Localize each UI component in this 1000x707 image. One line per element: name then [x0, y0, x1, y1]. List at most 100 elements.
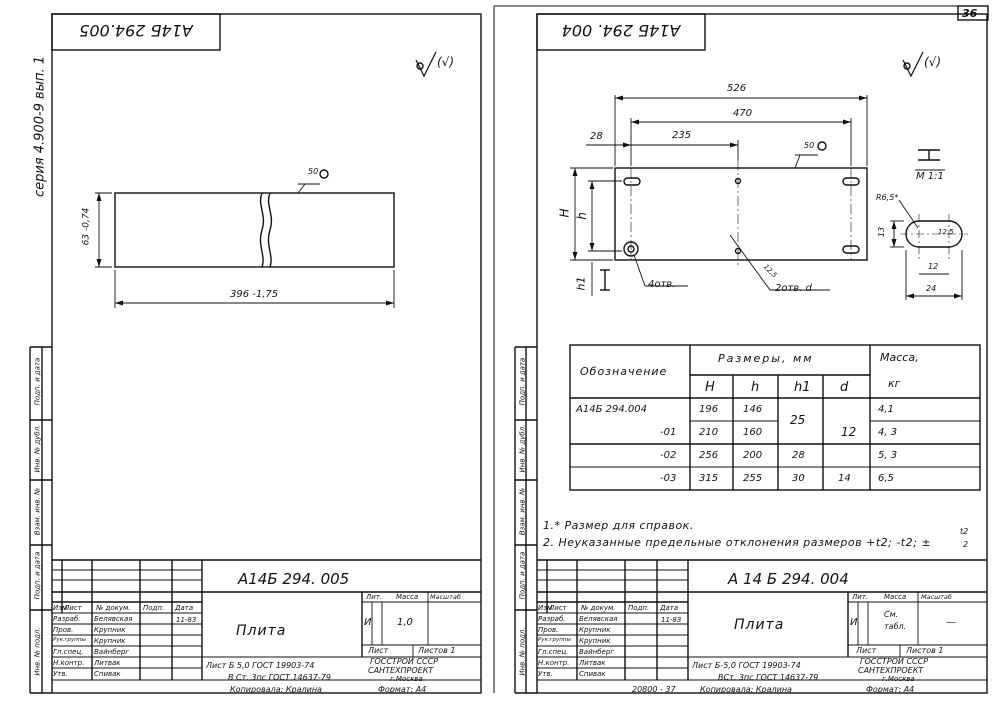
note-2-frac-num: t2: [960, 527, 969, 536]
table-row-3-h1: 30: [792, 473, 805, 484]
left-stamp-sheet: Лист: [368, 646, 389, 655]
table-header-designation: Обозначение: [580, 365, 668, 378]
table-row-3-des: -03: [660, 473, 677, 484]
note-1: 1.* Размер для справок.: [543, 519, 694, 532]
table-header-mass: Масса,: [880, 351, 919, 364]
dim-h: h: [574, 212, 589, 220]
note-2: 2. Неуказанные предельные отклонения раз…: [543, 536, 932, 549]
margin-label-r5: Инв. № подл.: [518, 627, 527, 676]
left-stamp-head-doc: № докум.: [96, 604, 131, 612]
detail-dim-12: 12: [928, 262, 939, 271]
right-stamp-scale: —: [946, 617, 956, 628]
left-dim-length: 396 -1,75: [230, 289, 279, 300]
series-label: серия 4.900-9 вып. 1: [32, 55, 48, 198]
table-col-h1: h1: [794, 380, 811, 395]
note-2-frac-den: 2: [963, 540, 969, 549]
left-name-2: Крупник: [94, 637, 126, 645]
right-stamp-mass-2: табл.: [884, 622, 907, 631]
right-stamp-head-doc: № докум.: [581, 604, 616, 612]
left-name-5: Спивак: [94, 670, 121, 678]
left-stamp-material-1: Лист Б 5,0 ГОСТ 19903-74: [206, 661, 315, 670]
left-dim-height: 63 -0,74: [81, 207, 92, 246]
table-row-1-des: -01: [660, 427, 677, 438]
right-name-1: Крупник: [579, 626, 611, 634]
holes-2-label: 2отв. d: [775, 283, 812, 294]
left-role-0: Разраб.: [53, 615, 81, 623]
table-row-3-d: 14: [838, 473, 851, 484]
left-stamp-head-data: Дата: [175, 604, 194, 612]
left-footer-format: Формат: А4: [378, 685, 427, 694]
left-stamp-org-2: САНТЕХПРОЕКТ: [368, 666, 434, 675]
table-col-H: H: [705, 380, 715, 395]
left-frame: [51, 13, 482, 694]
table-d-merged: 12: [841, 425, 857, 439]
detail-dim-13: 13: [877, 226, 887, 238]
right-footer-format: Формат: А4: [866, 685, 915, 694]
size-table: [569, 344, 981, 491]
right-name-2: Крупник: [579, 637, 611, 645]
right-stamp-head-scale: Масштаб: [921, 593, 952, 601]
left-footer-copied: Копировала: Кралина: [230, 685, 322, 694]
right-roughness-value: 50: [804, 141, 815, 150]
left-roughness-note: (√): [437, 55, 455, 69]
detail-dim-12-5: 12,5: [938, 228, 954, 236]
right-stamp-lit: И: [850, 617, 858, 628]
right-stamp-sheet: Лист: [856, 646, 877, 655]
left-stamp-head-podp: Подп.: [143, 604, 165, 612]
left-role-4: Н.контр.: [53, 659, 85, 667]
margin-label-5: Инв. № подл.: [33, 627, 42, 676]
left-role-1: Пров.: [53, 626, 74, 634]
table-row-2-h1: 28: [792, 450, 805, 461]
table-row-0-des: А14Б 294.004: [576, 404, 647, 415]
right-role-1: Пров.: [538, 626, 559, 634]
right-stamp-head-mass: Масса: [884, 593, 907, 601]
table-row-2-H: 256: [699, 450, 719, 461]
right-stamp-org-3: г.Москва: [882, 675, 915, 683]
right-stamp-head-izm: Изм: [538, 604, 553, 612]
left-plate-outline: [114, 192, 395, 268]
right-roughness-note: (√): [924, 55, 942, 69]
right-name-0: Белявская: [579, 615, 618, 623]
table-row-3-h: 255: [743, 473, 763, 484]
left-stamp-head-mass: Масса: [396, 593, 419, 601]
margin-label-4: Подп. и дата: [33, 551, 42, 600]
table-row-0-mass: 4,1: [878, 404, 894, 415]
left-roughness-value: 50: [308, 167, 319, 176]
left-stamp-lit: И: [364, 617, 372, 628]
right-stamp-mass-1: См.: [884, 610, 899, 619]
right-name-3: Вайнберг: [579, 648, 614, 656]
right-name-4: Литвак: [579, 659, 606, 667]
right-stamp-sheets: Листов 1: [906, 646, 944, 655]
right-name-5: Спивак: [579, 670, 606, 678]
detail-radius: R6,5*: [876, 193, 899, 202]
sheet-number: 36: [962, 7, 978, 20]
right-stamp-code: А 14 Б 294. 004: [728, 570, 849, 588]
table-row-1-H: 210: [699, 427, 719, 438]
right-stamp-title: Плита: [734, 617, 785, 633]
left-stamp-lines: [52, 559, 481, 681]
right-code-top: А14Б 294. 004: [561, 21, 681, 40]
table-row-0-h: 146: [743, 404, 763, 415]
left-stamp-code: А14Б 294. 005: [238, 570, 350, 588]
left-name-0: Белявская: [94, 615, 133, 623]
table-row-1-mass: 4, 3: [878, 427, 898, 438]
right-role-4: Н.контр.: [538, 659, 570, 667]
dim-H: H: [557, 208, 572, 218]
dim-28: 28: [590, 131, 603, 142]
right-stamp-material-1: Лист Б-5,0 ГОСТ 19903-74: [692, 661, 801, 670]
dim-470: 470: [733, 108, 753, 119]
left-name-3: Вайнберг: [94, 648, 129, 656]
right-plate-outline: [614, 167, 868, 261]
table-row-3-mass: 6,5: [878, 473, 894, 484]
right-stamp-head-podp: Подп.: [628, 604, 650, 612]
left-stamp-date: 11-83: [176, 616, 197, 624]
left-role-3: Гл.спец.: [53, 648, 84, 656]
right-role-5: Утв.: [538, 670, 553, 678]
holes-4-label: 4отв.: [648, 279, 676, 290]
table-col-d: d: [840, 380, 849, 395]
dim-526: 526: [727, 83, 747, 94]
table-row-2-mass: 5, 3: [878, 450, 898, 461]
page-bottom-code: 20800 - 37: [632, 685, 676, 694]
table-col-h: h: [751, 380, 760, 395]
detail-dim-24: 24: [926, 284, 937, 293]
